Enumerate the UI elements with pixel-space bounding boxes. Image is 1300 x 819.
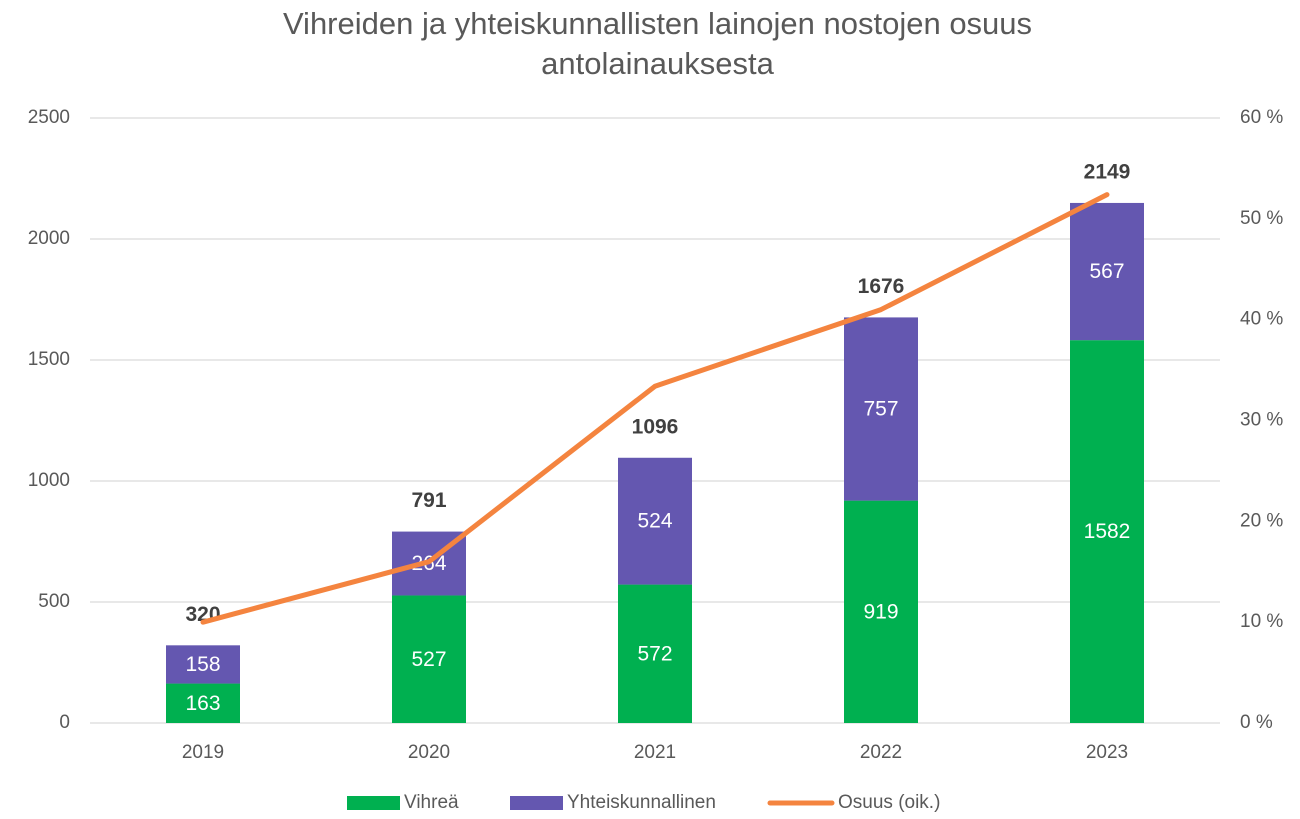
x-tick-label: 2019 [182, 742, 224, 763]
total-label: 1676 [858, 275, 905, 298]
total-label: 2149 [1084, 160, 1131, 183]
y2-tick-label: 50 % [1240, 208, 1283, 229]
bar-segment [1070, 202, 1144, 341]
bar-segment [844, 500, 918, 723]
y-tick-label: 0 [59, 712, 70, 733]
y2-tick-label: 30 % [1240, 410, 1283, 431]
segment-label: 757 [863, 398, 898, 421]
segment-label: 1582 [1084, 520, 1131, 543]
total-label: 1096 [632, 415, 679, 438]
y-tick-label: 1500 [28, 349, 70, 370]
segment-label: 572 [637, 642, 672, 665]
y-tick-label: 1000 [28, 470, 70, 491]
y2-tick-label: 0 % [1240, 712, 1273, 733]
chart-title: Vihreiden ja yhteiskunnallisten lainojen… [282, 6, 1033, 81]
y2-tick-label: 60 % [1240, 107, 1283, 128]
segment-label: 524 [637, 510, 672, 533]
x-tick-label: 2020 [408, 742, 450, 763]
line-series [200, 192, 1110, 625]
y-tick-label: 2000 [28, 228, 70, 249]
bar-segment [1070, 340, 1144, 723]
x-tick-label: 2021 [634, 742, 676, 763]
legend-label: Vihreä [404, 792, 459, 813]
legend-swatch [510, 796, 563, 810]
segment-label: 919 [863, 600, 898, 623]
bar-segment [618, 457, 692, 585]
segment-label: 567 [1089, 260, 1124, 283]
total-label: 791 [411, 489, 446, 512]
legend-label: Osuus (oik.) [838, 792, 940, 813]
x-tick-label: 2023 [1086, 742, 1128, 763]
bar-segment [618, 584, 692, 723]
bar-segment [844, 317, 918, 501]
y2-tick-label: 20 % [1240, 510, 1283, 531]
y-tick-label: 2500 [28, 107, 70, 128]
bar-segment [166, 683, 240, 723]
segment-label: 527 [411, 648, 446, 671]
bar-segment [392, 595, 466, 723]
bar-segment [166, 645, 240, 684]
y2-tick-label: 10 % [1240, 611, 1283, 632]
y-tick-label: 500 [38, 591, 70, 612]
segment-label: 158 [185, 653, 220, 676]
y2-tick-label: 40 % [1240, 309, 1283, 330]
x-tick-label: 2022 [860, 742, 902, 763]
legend-swatch [347, 796, 400, 810]
segment-label: 163 [185, 692, 220, 715]
legend-label: Yhteiskunnallinen [567, 792, 716, 813]
